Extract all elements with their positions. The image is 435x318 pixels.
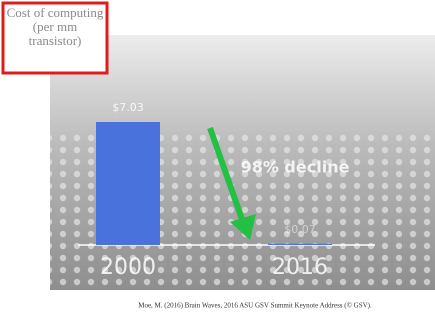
- page: Cost of computing (per mm transistor) 98…: [0, 0, 435, 318]
- bar: [268, 244, 332, 245]
- value-label: $0.07: [284, 223, 316, 236]
- chart-title: Cost of computing (per mm transistor): [6, 6, 104, 48]
- x-tick-label: 2016: [272, 255, 328, 280]
- x-tick-label: 2000: [100, 255, 156, 280]
- bar: [96, 122, 160, 245]
- value-label: $7.03: [112, 101, 144, 114]
- chart: Cost of computing (per mm transistor) 98…: [0, 0, 435, 318]
- annotation: 98% decline: [241, 158, 350, 177]
- title-wrap: Cost of computing (per mm transistor): [6, 6, 104, 70]
- caption: Moe, M. (2016) Brain Waves, 2016 ASU GSV…: [138, 302, 372, 310]
